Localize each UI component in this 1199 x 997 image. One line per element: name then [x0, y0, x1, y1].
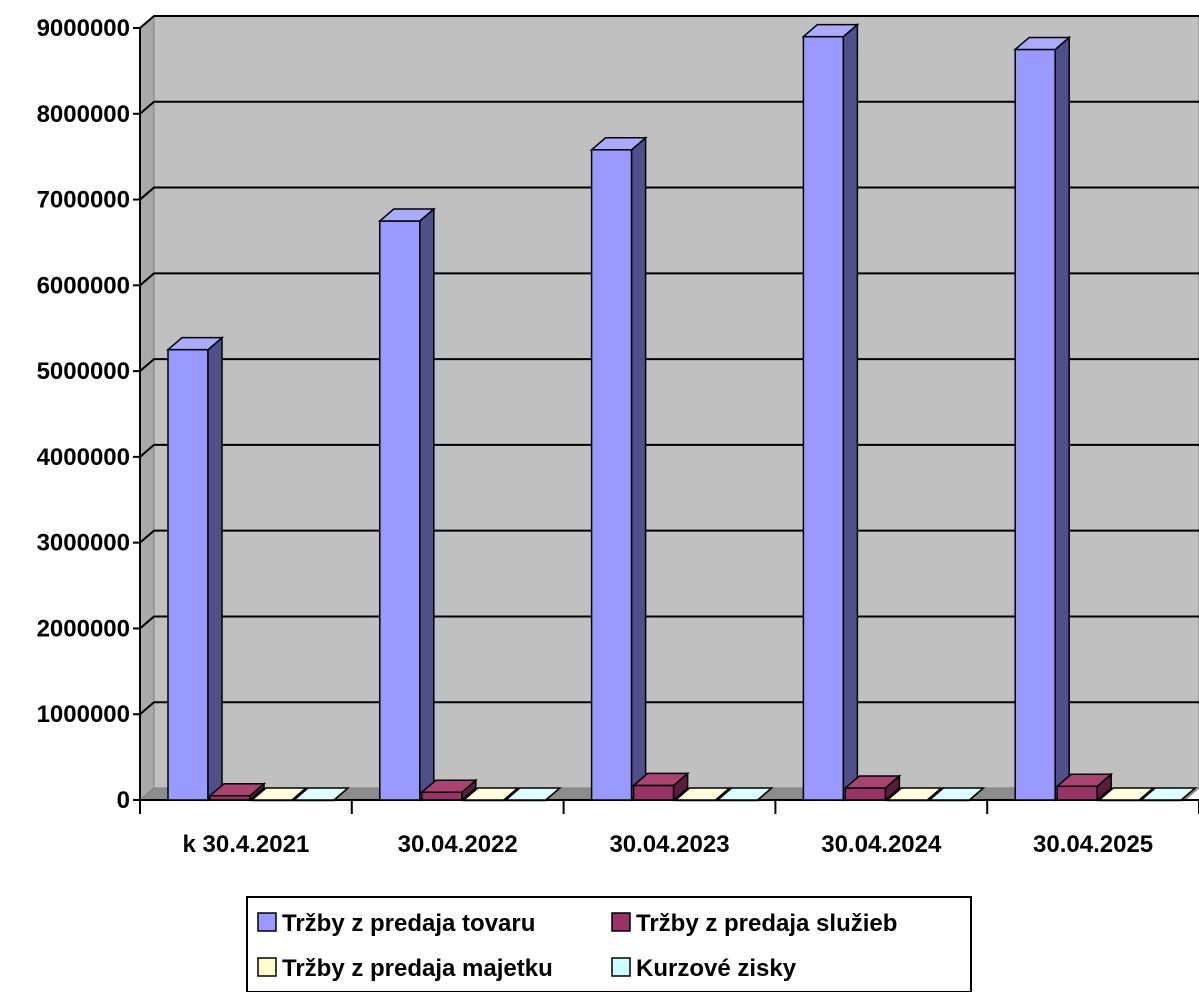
bar	[843, 774, 902, 802]
bar-top	[207, 782, 267, 797]
bar-side	[419, 207, 435, 802]
x-axis: k 30.4.2021 30.04.2022 30.04.2023 30.04.202…	[139, 799, 1199, 858]
bar-front	[167, 348, 209, 801]
bar-front	[1014, 48, 1056, 801]
x-tick-label: 30.04.2025	[1033, 831, 1153, 858]
bar-top	[673, 787, 732, 801]
legend-swatch	[611, 957, 631, 977]
legend-swatch	[257, 957, 277, 977]
bar-front	[1056, 785, 1098, 801]
bar-side	[630, 136, 647, 802]
y-tick-label: 1000000	[37, 701, 130, 728]
bar	[1097, 787, 1156, 802]
bar-top	[1097, 787, 1156, 801]
bar	[461, 787, 520, 802]
legend-swatch	[611, 912, 631, 932]
bar-front	[844, 787, 887, 801]
x-tick-label: 30.04.2022	[398, 831, 518, 858]
bar-side	[842, 22, 859, 802]
legend-item: Kurzové zisky	[611, 955, 797, 982]
legend-label: Tržby z predaja majetku	[282, 955, 553, 982]
bar	[165, 336, 225, 802]
x-tick-label: 30.04.2024	[821, 831, 942, 858]
bar	[377, 207, 436, 802]
y-tick-label: 9000000	[37, 15, 130, 42]
bar	[249, 787, 309, 802]
bar	[1055, 772, 1114, 802]
y-axis: 0 1000000 2000000 3000000 4000000 5000000 6000…	[37, 15, 141, 814]
bar	[1139, 787, 1198, 802]
bar-top	[631, 772, 690, 787]
y-tick-label: 5000000	[37, 358, 130, 385]
bar-top	[165, 336, 225, 351]
legend-label: Tržby z predaja služieb	[636, 910, 897, 937]
bar-top	[801, 23, 860, 38]
legend-item: Tržby z predaja služieb	[611, 910, 897, 937]
bar-top	[1055, 773, 1114, 788]
bar-top	[885, 787, 944, 801]
y-tick-label: 3000000	[37, 530, 130, 557]
bar-top	[715, 787, 774, 801]
bar-front	[379, 220, 421, 801]
bar	[419, 778, 478, 802]
legend-swatch	[257, 912, 277, 932]
y-tick-label: 6000000	[37, 272, 130, 299]
bar-top	[589, 137, 648, 151]
bar	[801, 22, 860, 802]
bar	[673, 787, 732, 802]
bar-top	[291, 787, 351, 801]
bar-top	[1139, 787, 1198, 801]
bar	[715, 787, 774, 802]
bar-top	[503, 787, 562, 801]
bar-front	[421, 791, 463, 801]
bar-front	[802, 35, 845, 801]
bar	[1013, 35, 1072, 802]
y-tick-label: 7000000	[37, 187, 130, 214]
bar-top	[419, 779, 478, 794]
plot-side-wall	[139, 14, 155, 802]
bar-side	[207, 336, 223, 802]
bar-top	[461, 787, 520, 801]
bar	[631, 771, 690, 802]
bar-front	[632, 784, 675, 801]
bar-top	[249, 787, 309, 801]
y-tick-label: 8000000	[37, 101, 130, 128]
x-tick-label: 30.04.2023	[609, 831, 729, 858]
legend-label: Kurzové zisky	[636, 955, 797, 982]
bar-side	[1054, 35, 1070, 802]
y-tick-label: 4000000	[37, 444, 130, 471]
bar-top	[377, 208, 436, 222]
bar-top	[927, 787, 986, 801]
bar-front	[590, 149, 633, 801]
bar	[589, 136, 648, 802]
bar	[207, 782, 267, 802]
grid-line	[139, 15, 1199, 29]
bar	[503, 787, 562, 802]
bar	[885, 787, 944, 802]
y-tick-label: 0	[117, 787, 130, 814]
legend-label: Tržby z predaja tovaru	[282, 910, 535, 937]
y-tick-label: 2000000	[37, 615, 130, 642]
bar	[927, 787, 986, 802]
bar-top	[843, 775, 902, 789]
x-tick-label: k 30.4.2021	[183, 831, 310, 858]
legend-item: Tržby z predaja majetku	[257, 955, 553, 982]
bar	[291, 787, 351, 802]
bars	[165, 22, 1198, 802]
legend: Tržby z predaja tovaru Tržby z predaja sl…	[246, 896, 972, 993]
legend-item: Tržby z predaja tovaru	[257, 910, 535, 937]
bar-top	[1013, 36, 1072, 51]
legend-box	[246, 896, 972, 993]
